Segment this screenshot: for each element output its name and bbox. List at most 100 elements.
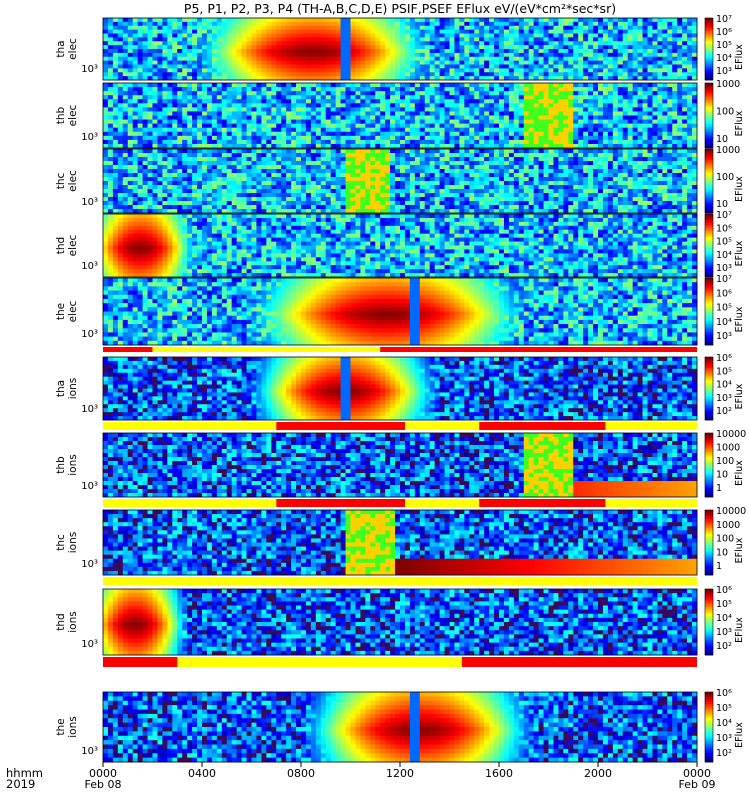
spectrogram-cell	[365, 205, 371, 210]
spectrogram-cell	[390, 87, 396, 92]
spectrogram-cell	[677, 64, 683, 69]
spectrogram-cell	[301, 189, 307, 194]
spectrogram-cell	[588, 103, 594, 108]
spectrogram-cell	[494, 56, 500, 62]
colorbar-step	[705, 135, 713, 138]
spectrogram-cell	[454, 41, 460, 46]
spectrogram-cell	[523, 107, 530, 112]
spectrogram-cell	[385, 127, 391, 133]
spectrogram-cell	[305, 107, 312, 112]
spectrogram-cell	[157, 25, 163, 31]
spectrogram-cell	[271, 119, 277, 125]
spectrogram-cell	[375, 197, 381, 202]
spectrogram-cell	[419, 95, 426, 100]
spectrogram-cell	[122, 41, 129, 46]
spectrogram-cell	[236, 87, 242, 92]
spectrogram-cell	[647, 111, 653, 116]
spectrogram-cell	[533, 135, 539, 141]
spectrogram-cell	[157, 209, 163, 214]
colorbar-tick-label: 10⁴	[716, 53, 732, 64]
spectrogram-cell	[226, 103, 233, 108]
spectrogram-cell	[355, 177, 361, 182]
spectrogram-cell	[231, 135, 238, 141]
spectrogram-cell	[370, 153, 376, 158]
spectrogram-cell	[533, 131, 539, 137]
spectrogram-cell	[657, 87, 663, 92]
spectrogram-cell	[112, 52, 119, 58]
spectrogram-cell	[241, 76, 247, 81]
spectrogram-cell	[459, 107, 465, 112]
spectrogram-cell	[142, 201, 148, 206]
spectrogram-cell	[182, 165, 188, 170]
spectrogram-cell	[112, 41, 119, 46]
spectrogram-cell	[518, 111, 525, 116]
spectrogram-cell	[167, 181, 173, 186]
spectrogram-cell	[523, 76, 530, 81]
spectrogram-cell	[132, 72, 139, 77]
spectrogram-cell	[315, 205, 322, 210]
spectrogram-cell	[380, 189, 386, 194]
spectrogram-cell	[424, 33, 431, 38]
spectrogram-cell	[499, 91, 505, 96]
spectrogram-cell	[429, 127, 436, 133]
spectrogram-cell	[305, 25, 312, 31]
spectrogram-cell	[424, 72, 431, 77]
spectrogram-cell	[325, 161, 332, 166]
spectrogram-cell	[182, 189, 188, 194]
panel-probe-label: thb	[55, 106, 67, 124]
spectrogram-cell	[142, 189, 148, 194]
spectrogram-cell	[216, 193, 223, 198]
spectrogram-cell	[543, 45, 549, 50]
spectrogram-cell	[157, 103, 163, 108]
spectrogram-cell	[162, 99, 168, 104]
spectrogram-cell	[315, 139, 322, 145]
spectrogram-cell	[404, 25, 411, 31]
spectrogram-cell	[593, 37, 599, 42]
colorbar-step	[705, 55, 713, 58]
spectrogram-cell	[380, 149, 386, 154]
spectrogram-cell	[167, 149, 173, 154]
spectrogram-cell	[692, 87, 698, 92]
spectrogram-cell	[672, 33, 678, 38]
colorbar-step	[705, 115, 713, 119]
spectrogram-cell	[355, 95, 361, 100]
spectrogram-cell	[682, 33, 688, 38]
spectrogram-cell	[296, 205, 302, 210]
spectrogram-cell	[657, 60, 663, 65]
spectrogram-cell	[409, 60, 416, 65]
spectrogram-cell	[182, 49, 188, 54]
spectrogram-cell	[627, 83, 634, 88]
spectrogram-cell	[494, 76, 500, 81]
spectrogram-cell	[167, 91, 173, 96]
spectrogram-cell	[622, 56, 629, 62]
spectrogram-cell	[404, 87, 411, 92]
spectrogram-cell	[132, 185, 139, 190]
spectrogram-cell	[538, 72, 544, 77]
spectrogram-cell	[682, 45, 688, 50]
spectrogram-cell	[172, 181, 178, 186]
spectrogram-cell	[276, 131, 282, 137]
spectrogram-cell	[310, 33, 317, 38]
spectrogram-cell	[192, 149, 198, 154]
spectrogram-cell	[187, 127, 193, 133]
spectrogram-cell	[103, 45, 109, 50]
spectrogram-cell	[419, 115, 426, 120]
spectrogram-cell	[256, 165, 262, 170]
colorbar-step	[705, 57, 713, 60]
spectrogram-cell	[315, 185, 322, 190]
spectrogram-cell	[345, 21, 351, 27]
spectrogram-cell	[627, 21, 634, 27]
spectrogram-cell	[449, 56, 455, 62]
spectrogram-cell	[365, 95, 371, 100]
spectrogram-cell	[543, 64, 549, 69]
spectrogram-cell	[132, 103, 139, 108]
spectrogram-cell	[578, 56, 584, 62]
spectrogram-cell	[261, 37, 267, 42]
spectrogram-cell	[503, 18, 510, 23]
spectrogram-cell	[117, 209, 124, 214]
spectrogram-cell	[583, 72, 589, 77]
spectrogram-cell	[588, 60, 594, 65]
spectrogram-cell	[182, 76, 188, 81]
spectrogram-cell	[122, 135, 129, 141]
panel-frame	[102, 82, 698, 149]
